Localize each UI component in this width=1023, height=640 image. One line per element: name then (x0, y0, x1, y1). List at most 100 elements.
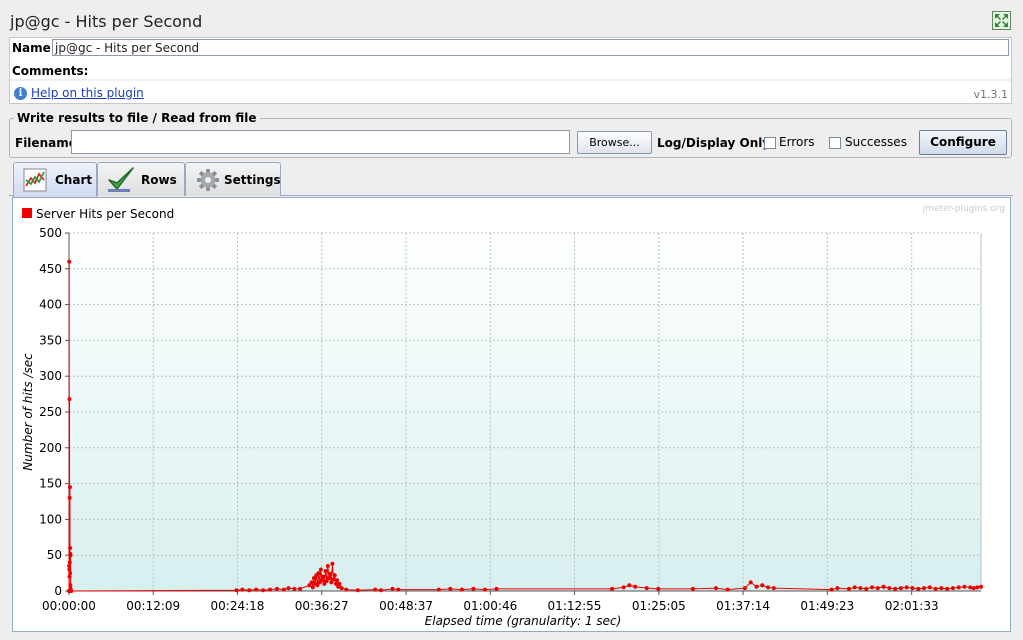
x-tick-label: 00:48:37 (379, 599, 433, 613)
data-point (240, 587, 245, 592)
data-point (254, 587, 259, 592)
data-point (835, 586, 840, 591)
data-point (690, 586, 695, 591)
data-point (337, 581, 342, 586)
data-point (328, 571, 333, 576)
data-point (760, 583, 765, 588)
data-point (325, 563, 330, 568)
successes-checkbox[interactable] (829, 137, 841, 149)
data-point (494, 586, 499, 591)
filename-input[interactable] (71, 130, 570, 154)
x-tick-label: 01:12:55 (548, 599, 602, 613)
data-point (390, 586, 395, 591)
comments-field[interactable] (10, 59, 1011, 79)
data-point (829, 587, 834, 592)
data-point (261, 588, 266, 593)
data-point (644, 586, 649, 591)
data-point (933, 586, 938, 591)
data-point (633, 584, 638, 589)
data-point (956, 585, 961, 590)
errors-checkbox[interactable] (764, 137, 776, 149)
data-point (373, 587, 378, 592)
configure-button[interactable]: Configure (919, 130, 1007, 155)
data-point (281, 587, 286, 592)
data-point (335, 578, 340, 583)
y-axis-title: Number of hits /sec (21, 353, 35, 471)
chart-panel: Server Hits per Second jmeter-plugins.org… (12, 197, 1011, 632)
data-point (320, 578, 325, 583)
tab-rows[interactable]: Rows (97, 162, 185, 196)
data-point (67, 574, 72, 579)
data-point (714, 586, 719, 591)
x-tick-label: 00:00:00 (42, 599, 96, 613)
data-point (68, 553, 73, 558)
legend-swatch (22, 208, 32, 218)
comments-label: Comments: (12, 64, 89, 78)
data-point (771, 586, 776, 591)
data-point (448, 586, 453, 591)
x-tick-label: 00:24:18 (211, 599, 265, 613)
data-point (67, 397, 72, 402)
log-display-label: Log/Display Only: (657, 136, 775, 150)
data-point (610, 586, 615, 591)
data-point (321, 574, 326, 579)
data-point (945, 586, 950, 591)
x-tick-label: 01:37:14 (716, 599, 770, 613)
y-tick-label: 500 (39, 226, 62, 240)
data-point (968, 585, 973, 590)
name-label: Name: (12, 41, 56, 55)
data-point (318, 567, 323, 572)
window-title: jp@gc - Hits per Second (10, 12, 203, 31)
data-point (621, 585, 626, 590)
x-axis-title: Elapsed time (granularity: 1 sec) (425, 614, 622, 628)
data-point (315, 583, 320, 588)
data-point (459, 587, 464, 592)
gear-icon (196, 168, 220, 195)
data-point (927, 585, 932, 590)
data-point (67, 485, 72, 490)
data-point (950, 586, 955, 591)
help-link[interactable]: Help on this plugin (31, 86, 144, 100)
data-point (870, 585, 875, 590)
data-point (742, 586, 747, 591)
data-point (310, 585, 315, 590)
tab-settings[interactable]: Settings (185, 162, 281, 196)
errors-label: Errors (779, 135, 815, 149)
x-tick-label: 01:49:23 (800, 599, 854, 613)
x-tick-label: 01:25:05 (632, 599, 686, 613)
y-tick-label: 100 (39, 512, 62, 526)
data-point (331, 577, 336, 582)
successes-label: Successes (845, 135, 907, 149)
divider (10, 79, 1011, 81)
data-point (247, 588, 252, 593)
data-point (893, 586, 898, 591)
data-point (322, 581, 327, 586)
data-point (748, 580, 753, 585)
data-point (323, 568, 328, 573)
browse-button[interactable]: Browse... (577, 131, 652, 154)
data-point (67, 563, 72, 568)
legend-label: Server Hits per Second (36, 207, 174, 221)
version-label: v1.3.1 (973, 88, 1009, 101)
x-tick-label: 02:01:33 (885, 599, 939, 613)
data-point (436, 587, 441, 592)
x-tick-label: 00:12:09 (126, 599, 180, 613)
expand-icon[interactable] (992, 11, 1011, 30)
name-field[interactable]: jp@gc - Hits per Second (52, 39, 1009, 56)
data-point (68, 583, 73, 588)
data-point (292, 586, 297, 591)
info-icon: i (14, 87, 27, 100)
filename-label: Filename (15, 136, 77, 150)
data-point (396, 587, 401, 592)
data-point (939, 586, 944, 591)
y-tick-label: 50 (47, 548, 62, 562)
tab-chart[interactable]: Chart (13, 162, 97, 197)
data-point (766, 585, 771, 590)
data-point (329, 580, 334, 585)
y-tick-label: 350 (39, 333, 62, 347)
data-point (355, 588, 360, 593)
data-point (67, 259, 72, 264)
checkmark-icon (106, 165, 136, 198)
data-point (725, 587, 730, 592)
data-point (979, 584, 983, 589)
